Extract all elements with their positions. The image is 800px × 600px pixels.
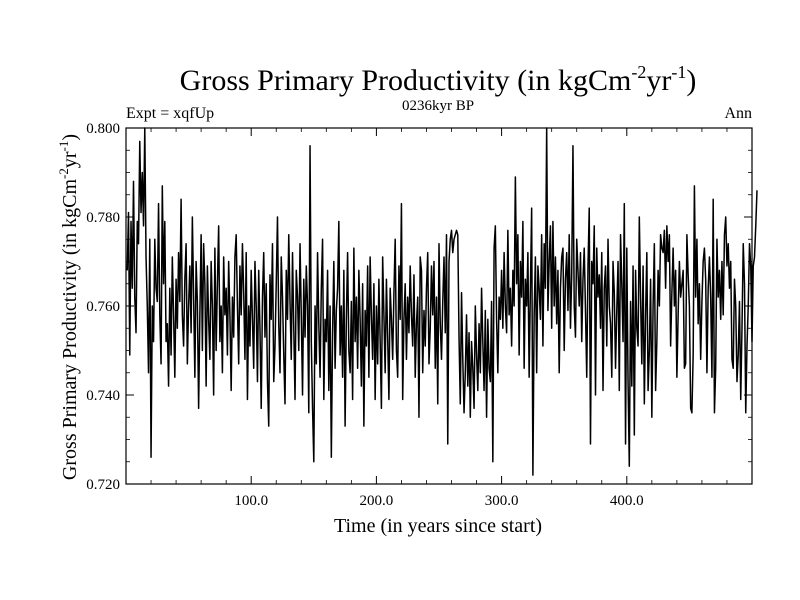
- x-tick-label: 100.0: [234, 493, 268, 509]
- ylabel-exp2: -1: [56, 141, 71, 152]
- ylabel-close: ): [59, 134, 81, 141]
- y-axis-label: Gross Primary Productivity (in kgCm-2yr-…: [56, 134, 81, 480]
- ylabel-exp1: -2: [56, 168, 71, 179]
- x-tick-label: 400.0: [610, 493, 644, 509]
- series-line-gpp: [126, 127, 758, 476]
- y-tick-label: 0.720: [86, 477, 120, 493]
- experiment-label: Expt = xqfUp: [126, 105, 214, 122]
- title-unit-mid: yr: [646, 64, 671, 97]
- y-axis-ticks: 0.720 0.740 0.760 0.780 0.800: [86, 121, 752, 493]
- title-close: ): [686, 64, 696, 97]
- x-tick-label: 300.0: [485, 493, 519, 509]
- title-exp1: -2: [631, 62, 646, 82]
- chart-title: Gross Primary Productivity (in kgCm-2yr-…: [180, 62, 697, 97]
- title-exp2: -1: [671, 62, 686, 82]
- ylabel-mid: yr: [59, 151, 81, 168]
- ylabel-main: Gross Primary Productivity (in kgCm: [59, 179, 81, 481]
- y-tick-label: 0.780: [86, 210, 120, 226]
- title-main: Gross Primary Productivity (in kgCm: [180, 64, 632, 97]
- chart-subtitle: 0236kyr BP: [402, 98, 474, 114]
- y-tick-label: 0.740: [86, 388, 120, 404]
- season-label: Ann: [724, 105, 752, 122]
- x-tick-label: 200.0: [360, 493, 394, 509]
- y-tick-label: 0.800: [86, 121, 120, 137]
- x-axis-ticks: 100.0 200.0 300.0 400.0: [150, 128, 728, 509]
- x-axis-label: Time (in years since start): [334, 515, 542, 537]
- y-tick-label: 0.760: [86, 299, 120, 315]
